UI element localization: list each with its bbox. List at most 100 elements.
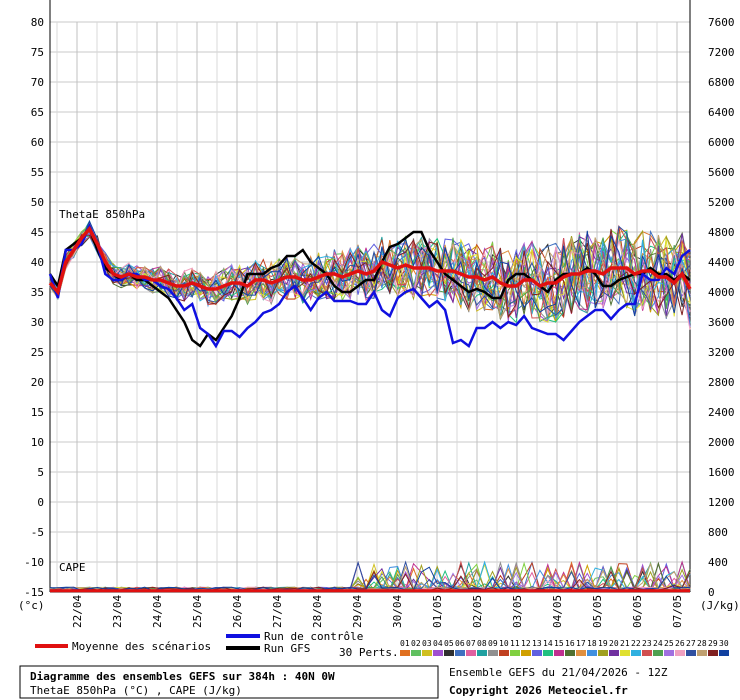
right-tick-label: 1600 (708, 466, 735, 479)
title-box (19, 665, 439, 699)
right-tick-label: 2800 (708, 376, 735, 389)
pert-legend-id: 09 (488, 639, 498, 648)
pert-legend-id: 26 (675, 639, 685, 648)
pert-legend-id: 28 (697, 639, 707, 648)
pert-legend-id: 24 (653, 639, 663, 648)
right-tick-label: 1200 (708, 496, 735, 509)
left-tick-label: 5 (37, 466, 44, 479)
pert-legend-id: 22 (631, 639, 641, 648)
x-tick-label: 25/04 (191, 595, 204, 628)
pert-legend-id: 19 (598, 639, 608, 648)
x-tick-label: 23/04 (111, 595, 124, 628)
pert-legend-swatch (455, 650, 465, 656)
pert-legend-id: 02 (411, 639, 421, 648)
control-line (48, 222, 691, 349)
pert-legend-swatch (565, 650, 575, 656)
left-tick-label: -15 (24, 586, 44, 599)
x-tick-label: 29/04 (351, 595, 364, 628)
legend-mean-label: Moyenne des scénarios (72, 640, 211, 653)
pert-legend-swatch (444, 650, 454, 656)
pert-legend-swatch (598, 650, 608, 656)
pert-legend-id: 25 (664, 639, 674, 648)
pert-legend-id: 04 (433, 639, 443, 648)
pert-legend-swatch (686, 650, 696, 656)
left-tick-label: 55 (31, 166, 44, 179)
left-tick-label: -5 (31, 526, 44, 539)
pert-legend-id: 12 (521, 639, 531, 648)
right-tick-label: 6000 (708, 136, 735, 149)
pert-legend-swatch (576, 650, 586, 656)
right-tick-label: 0 (708, 586, 715, 599)
pert-legend-id: 08 (477, 639, 487, 648)
right-tick-label: 3200 (708, 346, 735, 359)
right-tick-label: 6800 (708, 76, 735, 89)
right-axis-unit: (J/kg) (700, 599, 740, 612)
legend-perts-label: 30 Perts. (339, 646, 399, 659)
pert-legend-id: 23 (642, 639, 652, 648)
pert-legend-id: 11 (510, 639, 520, 648)
right-tick-label: 6400 (708, 106, 735, 119)
x-tick-label: 05/05 (591, 595, 604, 628)
pert-legend-swatch (664, 650, 674, 656)
pert-legend-swatch (631, 650, 641, 656)
x-tick-label: 07/05 (671, 595, 684, 628)
left-tick-label: 80 (31, 16, 44, 29)
left-tick-label: 30 (31, 316, 44, 329)
x-tick-label: 04/05 (551, 595, 564, 628)
run-label: Ensemble GEFS du 21/04/2026 - 12Z (449, 666, 668, 679)
left-axis-unit: (°c) (18, 599, 45, 612)
right-tick-label: 800 (708, 526, 728, 539)
pert-legend-swatch (587, 650, 597, 656)
x-tick-label: 28/04 (311, 595, 324, 628)
pert-legend-swatch (653, 650, 663, 656)
pert-legend-swatch (532, 650, 542, 656)
pert-legend-swatch (400, 650, 410, 656)
x-tick-label: 03/05 (511, 595, 524, 628)
pert-legend-id: 27 (686, 639, 696, 648)
pert-legend-swatch (697, 650, 707, 656)
chart-title: Diagramme des ensembles GEFS sur 384h : … (30, 670, 335, 683)
pert-legend-id: 03 (422, 639, 432, 648)
right-tick-label: 4400 (708, 256, 735, 269)
x-tick-label: 01/05 (431, 595, 444, 628)
x-tick-label: 06/05 (631, 595, 644, 628)
pert-legend-id: 29 (708, 639, 718, 648)
pert-legend-swatch (719, 650, 729, 656)
pert-legend-swatch (510, 650, 520, 656)
main-series (48, 222, 692, 349)
pert-legend-swatch (488, 650, 498, 656)
thetae-panel-label: ThetaE 850hPa (59, 208, 145, 221)
left-tick-label: 45 (31, 226, 44, 239)
cape-series (49, 560, 691, 593)
pert-legend-id: 05 (444, 639, 454, 648)
right-tick-label: 3600 (708, 316, 735, 329)
pert-legend-swatch (543, 650, 553, 656)
pert-legend-id: 14 (543, 639, 553, 648)
pert-legend-swatch (708, 650, 718, 656)
right-tick-label: 4000 (708, 286, 735, 299)
cape-panel-label: CAPE (59, 561, 86, 574)
pert-legend-id: 21 (620, 639, 630, 648)
pert-legend-id: 30 (719, 639, 729, 648)
pert-legend-swatch (642, 650, 652, 656)
right-tick-label: 2000 (708, 436, 735, 449)
pert-legend-id: 16 (565, 639, 575, 648)
pert-legend-swatch (554, 650, 564, 656)
left-tick-label: 70 (31, 76, 44, 89)
pert-legend-id: 06 (455, 639, 465, 648)
x-tick-label: 24/04 (151, 595, 164, 628)
x-tick-label: 26/04 (231, 595, 244, 628)
x-tick-label: 27/04 (271, 595, 284, 628)
pert-legend-id: 15 (554, 639, 564, 648)
x-tick-label: 02/05 (471, 595, 484, 628)
left-tick-label: 60 (31, 136, 44, 149)
pert-legend-id: 13 (532, 639, 542, 648)
right-tick-label: 2400 (708, 406, 735, 419)
legend-control-label: Run de contrôle (264, 630, 363, 643)
cape-pert-29 (49, 570, 691, 592)
right-tick-label: 5600 (708, 166, 735, 179)
right-tick-label: 5200 (708, 196, 735, 209)
left-tick-label: 15 (31, 406, 44, 419)
left-tick-label: 75 (31, 46, 44, 59)
